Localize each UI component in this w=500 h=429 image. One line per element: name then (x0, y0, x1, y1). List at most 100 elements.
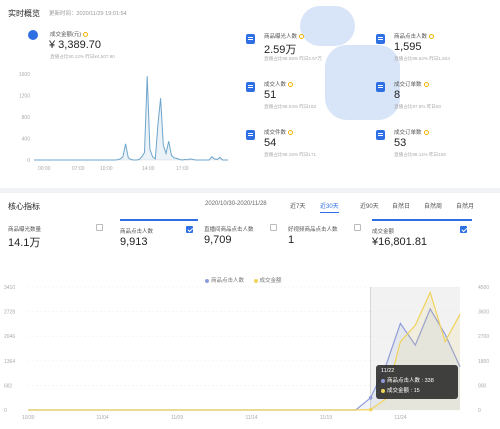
chart-tooltip: 11/22 商品点击人数 : 338 成交金额 : 15 (376, 365, 458, 399)
x-tick: 11/14 (245, 415, 257, 421)
tab-1[interactable]: 近30天 (320, 201, 339, 213)
tab-3[interactable]: 自然日 (392, 204, 411, 210)
help-icon[interactable] (288, 82, 294, 88)
kpi-value: 9,709 (204, 234, 232, 246)
kpi-label: 商品曝光数量 (8, 227, 42, 233)
x-tick: 11/04 (96, 415, 108, 421)
core-title: 核心指标 (8, 202, 40, 211)
metric-click-sub: 直播占比99.62% 昨日1,834 (394, 56, 450, 61)
help-icon[interactable] (299, 34, 305, 40)
kpi-2[interactable]: 直播间商品点击人数 9,709 (204, 219, 282, 251)
metric-orders-b-title: 成交订单数 (394, 128, 429, 136)
series-1-area (28, 309, 460, 410)
gmv-value: ¥ 3,389.70 (49, 39, 101, 51)
kpi-value: 1 (288, 234, 295, 246)
kpi-1[interactable]: 商品点击人数 9,913 (120, 219, 198, 251)
update-time: 更新时间：2020/11/29 19:01:54 (49, 11, 127, 17)
metric-items-title: 成交件数 (264, 128, 294, 136)
gmv-title: 成交金额(元) (50, 30, 89, 38)
mini-x-tick: 00:00 (38, 166, 51, 172)
metric-orders-a-value: 8 (394, 89, 401, 101)
help-icon[interactable] (83, 32, 89, 38)
mini-x-tick: 07:00 (72, 166, 85, 172)
metric-icon (376, 130, 385, 140)
tab-5[interactable]: 自然月 (456, 204, 475, 210)
metric-buyers-sub: 直播占比98.04% 昨日153 (264, 104, 317, 109)
kpi-checkbox[interactable] (270, 224, 277, 231)
series-1-hover-point[interactable] (368, 396, 373, 400)
kpi-label: 好视频商品点击人数 (288, 227, 338, 233)
watermark (300, 6, 355, 46)
metric-orders-a-title: 成交订单数 (394, 80, 429, 88)
y-right-tick: 1800 (478, 359, 489, 365)
kpi-value: 14.1万 (8, 237, 41, 249)
mini-x-tick: 17:00 (176, 166, 189, 172)
kpi-4[interactable]: 成交金额 ¥16,801.81 (372, 219, 472, 251)
mini-y-tick: 800 (22, 115, 31, 121)
y-left-tick: 2728 (4, 310, 15, 316)
metric-exposure-sub: 直播占比98.55% 昨日2.67万 (264, 56, 322, 61)
y-right-tick: 2700 (478, 334, 489, 340)
metric-icon (376, 34, 385, 44)
metric-buyers-title: 成交人数 (264, 80, 294, 88)
legend-series1-label: 商品点击人数 (211, 278, 245, 284)
gmv-sub: 直播占比90.12% 昨日¥4,507.90 (50, 54, 115, 59)
watermark (325, 45, 400, 120)
legend-series2-label: 成交金额 (259, 278, 282, 284)
series-2-hover-point[interactable] (368, 407, 373, 412)
metric-click-value: 1,595 (394, 41, 422, 53)
y-left-tick: 2046 (4, 334, 15, 340)
kpi-checkbox[interactable] (354, 224, 361, 231)
legend: 商品点击人数 成交金额 (205, 276, 282, 284)
y-left-tick: 1364 (4, 359, 15, 365)
realtime-title: 实时概览 (8, 9, 40, 18)
kpi-label: 商品点击人数 (120, 229, 154, 235)
kpi-checkbox[interactable] (96, 224, 103, 231)
tab-2[interactable]: 近90天 (360, 204, 379, 210)
tooltip-line2: 成交金额 : 15 (381, 386, 453, 394)
metric-icon (376, 82, 385, 92)
mini-y-tick: 1600 (19, 72, 30, 78)
kpi-0[interactable]: 商品曝光数量 14.1万 (8, 219, 108, 251)
y-right-tick: 900 (478, 383, 487, 389)
realtime-series-line (34, 76, 228, 161)
money-icon (28, 30, 38, 40)
metric-click-title: 商品点击人数 (394, 32, 435, 40)
metric-buyers-value: 51 (264, 89, 277, 101)
x-tick: 11/24 (394, 415, 406, 421)
kpi-checkbox[interactable] (186, 226, 193, 233)
tab-4[interactable]: 自然周 (424, 204, 443, 210)
mini-x-tick: 14:00 (142, 166, 155, 172)
x-tick: 11/19 (320, 415, 332, 421)
metric-exposure-value: 2.59万 (264, 44, 297, 56)
metric-orders-a-sub: 直播占比97.5% 昨日93 (394, 104, 441, 109)
y-right-tick: 4500 (478, 285, 489, 291)
help-icon[interactable] (288, 130, 294, 136)
realtime-line-chart: 1600 1200 800 400 0 00:00 07:00 10:00 14:00 17:0… (19, 72, 228, 172)
help-icon[interactable] (429, 34, 435, 40)
metric-exposure-title: 商品曝光人数 (264, 32, 305, 40)
metric-icon (246, 130, 255, 140)
tab-0[interactable]: 近7天 (290, 204, 306, 210)
kpi-checkbox[interactable] (460, 226, 467, 233)
metric-items-value: 54 (264, 137, 277, 149)
metric-items-sub: 直播占比98.15% 昨日171 (264, 152, 317, 157)
metric-icon (246, 82, 255, 92)
kpi-label: 直播间商品点击人数 (204, 227, 254, 233)
help-icon[interactable] (423, 130, 429, 136)
kpi-value: 9,913 (120, 236, 148, 248)
legend-series2-dot (253, 278, 258, 283)
mini-x-tick: 10:00 (100, 166, 113, 172)
y-left-tick: 682 (4, 383, 13, 389)
kpi-3[interactable]: 好视频商品点击人数 1 (288, 219, 366, 251)
help-icon[interactable] (423, 82, 429, 88)
realtime-series-area (34, 76, 228, 160)
kpi-label: 成交金额 (372, 229, 395, 235)
y-left-tick: 3410 (4, 285, 15, 291)
y-right-tick: 3600 (478, 310, 489, 316)
mini-y-tick: 0 (27, 158, 30, 164)
metric-icon (246, 34, 255, 44)
core-line-chart: 3410 4500 2728 3600 2046 2700 1364 1800 682 900 0 0… (4, 285, 489, 421)
metric-orders-b-value: 53 (394, 137, 407, 149)
realtime-card (0, 0, 500, 188)
